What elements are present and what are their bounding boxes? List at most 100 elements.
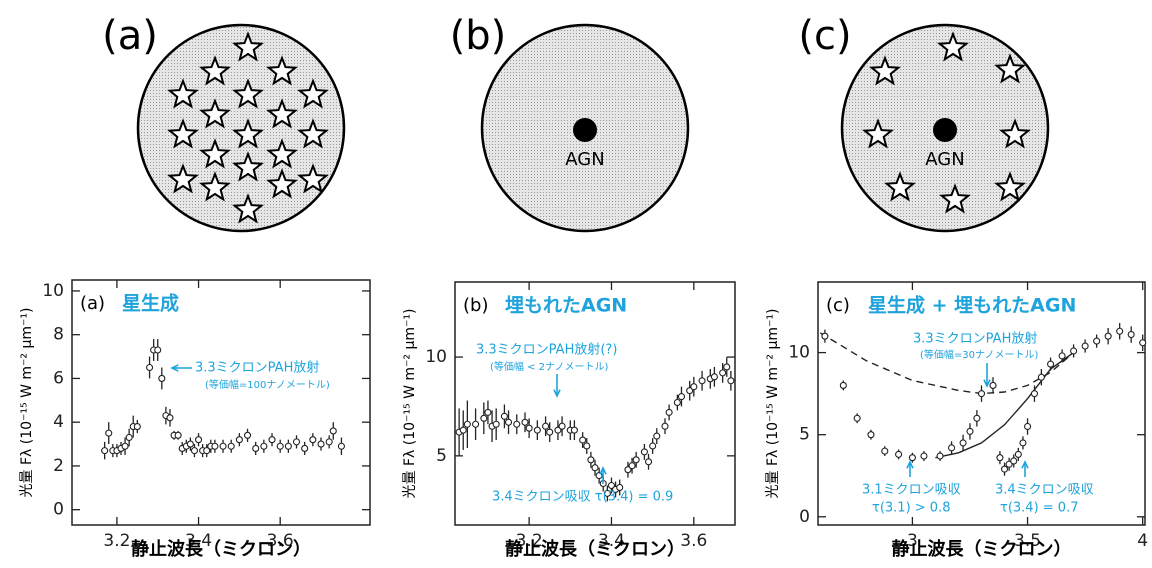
data-point — [155, 347, 161, 353]
data-point — [326, 439, 332, 445]
y-tick-label: 10 — [425, 347, 447, 367]
data-point — [1002, 466, 1008, 472]
data-point — [318, 441, 324, 447]
figure: (a) (b) (c) AGN AGN 3.23.43.60246810静止波長… — [0, 0, 1152, 564]
data-point — [1011, 458, 1017, 464]
panel-label: (b) — [463, 295, 488, 316]
data-point — [909, 455, 915, 461]
data-point — [840, 382, 846, 388]
x-axis-label: 静止波長（ミクロン） — [505, 538, 685, 560]
data-point — [294, 439, 300, 445]
data-point — [245, 432, 251, 438]
data-point — [650, 443, 656, 449]
data-point — [967, 428, 973, 434]
data-point — [1105, 333, 1111, 339]
data-point — [506, 419, 512, 425]
data-point — [662, 423, 668, 429]
data-point — [854, 415, 860, 421]
data-point — [1025, 423, 1031, 429]
data-point — [175, 432, 181, 438]
panel-label: (a) — [80, 293, 105, 314]
y-tick-label: 5 — [799, 425, 810, 445]
data-point — [310, 437, 316, 443]
data-point — [588, 457, 594, 463]
data-point — [1059, 353, 1065, 359]
data-point — [921, 453, 927, 459]
data-point — [633, 457, 639, 463]
data-point — [691, 384, 697, 390]
data-point — [559, 423, 565, 429]
data-point — [277, 443, 283, 449]
data-point — [711, 374, 717, 380]
y-tick-label: 10 — [42, 281, 64, 301]
data-point — [514, 421, 520, 427]
annotation: (等価幅=30ナノメートル) — [920, 348, 1039, 361]
data-point — [674, 400, 680, 406]
data-point — [485, 409, 491, 415]
data-point — [543, 423, 549, 429]
data-point — [1094, 338, 1100, 344]
data-point — [236, 437, 242, 443]
y-tick-label: 8 — [53, 325, 64, 345]
annotation: τ(3.4) = 0.7 — [1000, 501, 1078, 516]
data-point — [937, 453, 943, 459]
panel-title: 星生成 — [122, 292, 179, 315]
data-point — [1020, 440, 1026, 446]
y-tick-label: 5 — [436, 446, 447, 466]
data-point — [997, 455, 1003, 461]
data-point — [1140, 340, 1146, 346]
data-point — [547, 429, 553, 435]
data-point — [102, 448, 108, 454]
data-point — [220, 443, 226, 449]
agn-label: AGN — [565, 149, 604, 170]
x-axis-label: 静止波長（ミクロン） — [131, 538, 311, 560]
agn-dot — [933, 118, 957, 142]
data-point — [720, 370, 726, 376]
data-point — [1031, 391, 1037, 397]
data-point — [990, 382, 996, 388]
data-point — [654, 433, 660, 439]
data-point — [460, 427, 466, 433]
data-point — [228, 443, 234, 449]
data-point — [882, 448, 888, 454]
data-point — [960, 440, 966, 446]
data-point — [1048, 361, 1054, 367]
y-axis-label: 光量 Fλ (10⁻¹⁵ W m⁻² μm⁻¹) — [402, 309, 418, 499]
diagram-label: (b) — [450, 13, 507, 59]
y-axis-label: 光量 Fλ (10⁻¹⁵ W m⁻² μm⁻¹) — [765, 309, 781, 499]
data-point — [212, 443, 218, 449]
data-point — [1128, 332, 1134, 338]
annotation: 3.3ミクロンPAH放射(?) — [476, 342, 617, 358]
data-point — [126, 435, 132, 441]
data-point — [501, 413, 507, 419]
data-point — [269, 437, 275, 443]
model-curve — [935, 353, 1073, 458]
annotation: 3.3ミクロンPAH放射 — [195, 360, 319, 376]
data-point — [534, 427, 540, 433]
diagram-label: (c) — [798, 13, 851, 59]
data-point — [330, 428, 336, 434]
data-point — [167, 415, 173, 421]
data-point — [1038, 374, 1044, 380]
data-point — [699, 378, 705, 384]
data-point — [187, 441, 193, 447]
data-point — [868, 432, 874, 438]
annotation: τ(3.1) > 0.8 — [872, 501, 950, 516]
panel-label: (c) — [826, 295, 850, 316]
data-point — [191, 448, 197, 454]
y-tick-label: 6 — [53, 368, 64, 388]
data-point — [1082, 343, 1088, 349]
y-tick-label: 10 — [788, 343, 810, 363]
annotation: (等価幅=100ナノメートル) — [205, 378, 330, 391]
data-point — [159, 375, 165, 381]
data-point — [1015, 451, 1021, 457]
y-tick-label: 0 — [53, 500, 64, 520]
panel-title: 埋もれたAGN — [505, 295, 627, 317]
data-point — [1071, 348, 1077, 354]
x-tick-label: 3.2 — [103, 531, 130, 551]
data-point — [338, 443, 344, 449]
data-point — [592, 465, 598, 471]
data-point — [584, 443, 590, 449]
data-point — [822, 333, 828, 339]
data-point — [261, 443, 267, 449]
